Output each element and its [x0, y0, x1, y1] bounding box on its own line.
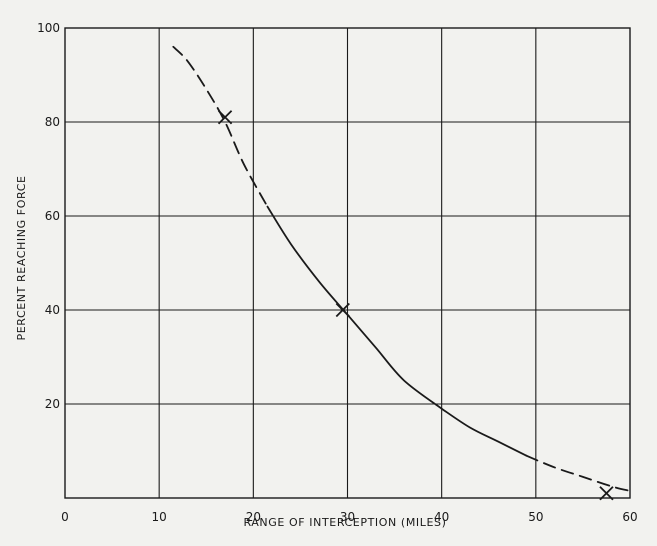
y-tick-label: 20 [45, 397, 60, 411]
x-tick-label: 60 [622, 510, 637, 524]
x-marker-stroke [599, 486, 614, 501]
curve [172, 45, 631, 492]
curve-segment-3-solid [440, 407, 528, 457]
x-tick-label: 40 [434, 510, 449, 524]
x-marker-2 [335, 302, 350, 318]
x-tick-label: 10 [152, 510, 167, 524]
y-tick-label: 40 [45, 303, 60, 317]
x-tick-label: 20 [246, 510, 261, 524]
curve-segment-2-solid [266, 205, 443, 410]
x-tick-label: 0 [61, 510, 69, 524]
x-marker-stroke [217, 110, 233, 125]
curve-segment-4-dashed [525, 454, 631, 492]
grid [64, 27, 631, 499]
x-marker-1 [217, 110, 233, 125]
y-axis-label: PERCENT REACHING FORCE [15, 175, 28, 340]
curve-segment-1-dashed [172, 45, 269, 208]
x-tick-label: 50 [528, 510, 543, 524]
x-marker-stroke [335, 302, 350, 318]
y-tick-label: 80 [45, 115, 60, 129]
x-tick-label: 30 [340, 510, 355, 524]
x-axis-label: RANGE OF INTERCEPTION (MILES) [243, 516, 446, 529]
markers [217, 110, 614, 501]
y-tick-label: 100 [37, 21, 60, 35]
y-tick-label: 60 [45, 209, 60, 223]
x-marker-3 [599, 486, 614, 501]
tick-labels: 0 10 20 30 40 50 60 20 40 60 80 100 [37, 21, 638, 524]
